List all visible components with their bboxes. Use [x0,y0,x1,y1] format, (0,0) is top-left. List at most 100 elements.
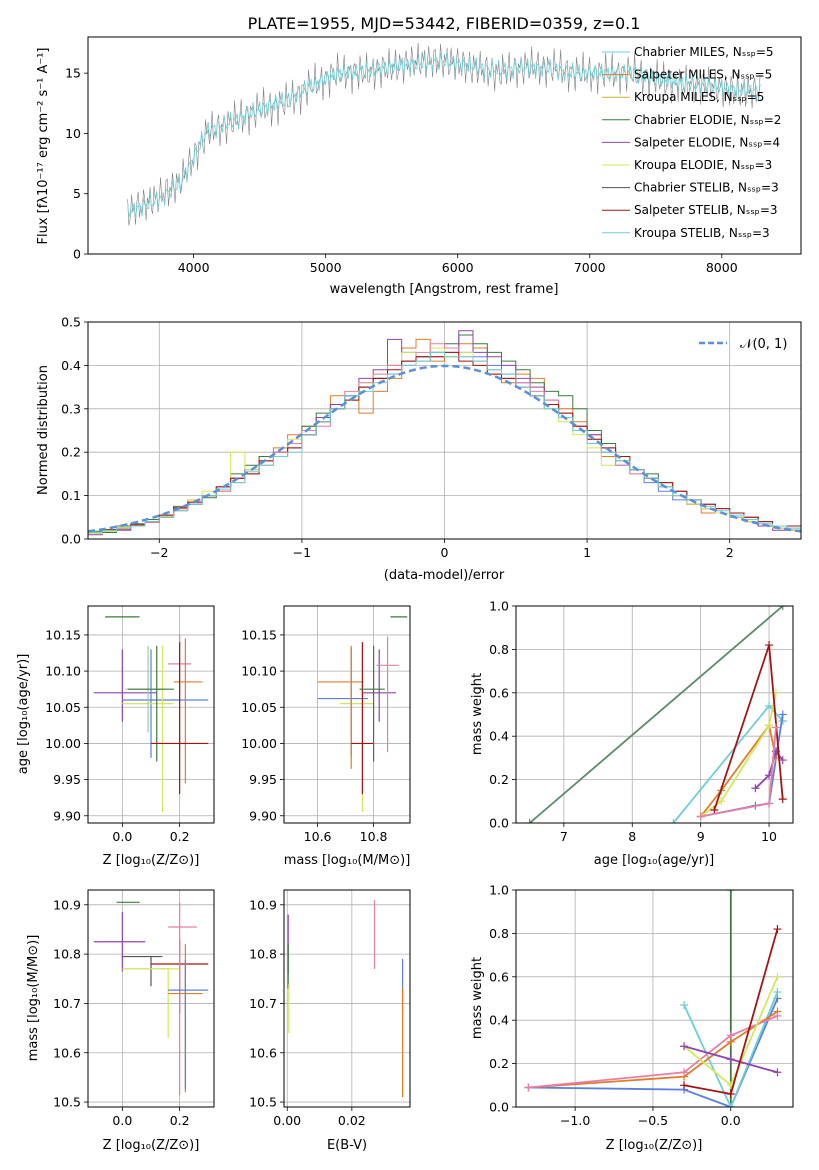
x-tick-label: 0.0 [721,1113,741,1128]
weight-marker [778,710,787,719]
spectrum-panel: PLATE=1955, MJD=53442, FIBERID=0359, z=0… [36,14,802,297]
weight-z-xlabel: Z [log₁₀(Z/Z⊙)] [606,1138,703,1153]
weight-marker [726,1103,735,1107]
legend-entry: Salpeter MILES, Nₛₛₚ=5 [634,68,772,82]
weight-series-line [700,692,777,818]
mass-z-x-ticks: 0.0 0.2 [112,1107,190,1128]
spectrum-plot-area [127,42,761,226]
y-tick-label: 10.10 [241,664,277,679]
mass-z-y-ticks: 10.5 10.6 10.7 10.8 10.9 [53,897,88,1110]
y-tick-label: 5 [73,186,81,201]
x-tick-label: 0.0 [112,1113,132,1128]
x-tick-label: 10.8 [360,829,388,844]
weight-vs-metallicity-panel: −1.0 −0.5 0.0 0.0 0.2 0.4 0.6 0.8 1.0 Z [log₁₀(… [470,883,794,1153]
y-tick-label: 0.0 [61,532,81,547]
weight-marker [773,987,782,996]
y-tick-label: 10.7 [53,996,81,1011]
spectrum-series-line [127,42,761,226]
mass-ebv-y-ticks: 10.5 10.6 10.7 10.8 10.9 [249,897,284,1110]
y-tick-label: 9.90 [53,808,81,823]
weight-marker [773,925,782,934]
spectrum-xlabel: wavelength [Angstrom, rest frame] [330,282,559,297]
histogram-plot-area [88,330,801,539]
weight-z-plot-area [524,890,782,1107]
y-tick-label: 10.10 [45,664,81,679]
y-tick-label: 10.8 [53,947,81,962]
x-tick-label: 10.6 [304,829,332,844]
normal-curve [88,364,801,533]
weight-marker [726,1055,735,1064]
legend-entry: Chabrier MILES, Nₛₛₚ=5 [634,45,774,59]
age-z-frame [87,605,215,824]
weight-series-line [672,704,784,823]
y-tick-label: 0.0 [489,1100,509,1115]
x-tick-label: 4000 [178,260,210,275]
mass-z-plot-area [93,901,209,1095]
spectrum-frame [87,36,802,255]
spectrum-series-line [127,51,761,220]
y-tick-label: 10.05 [241,700,277,715]
x-tick-label: 0.0 [112,829,132,844]
weight-series-line [699,723,777,818]
y-tick-label: 0.6 [489,685,509,700]
age-z-y-ticks: 9.90 9.95 10.00 10.05 10.10 10.15 [45,627,88,823]
age-mass-frame [283,605,411,824]
y-tick-label: 0.2 [489,772,509,787]
y-tick-label: 0.2 [489,1056,509,1071]
weight-marker [765,641,774,650]
y-tick-label: 0.5 [61,315,81,330]
legend-entry: Chabrier ELODIE, Nₛₛₚ=2 [634,113,781,127]
weight-age-y-ticks: 0.0 0.2 0.4 0.6 0.8 1.0 [489,599,516,831]
weight-marker [778,606,787,610]
x-tick-label: 7000 [574,260,606,275]
weight-z-y-ticks: 0.0 0.2 0.4 0.6 0.8 1.0 [489,883,516,1115]
weight-marker [773,1011,782,1020]
x-tick-label: 5000 [310,260,342,275]
weight-age-x-ticks: 7 8 9 10 [560,823,777,844]
weight-marker [773,972,782,981]
weight-age-ylabel: mass weight [470,673,485,755]
x-tick-label: 2 [726,545,734,560]
weight-marker [680,1068,689,1077]
x-tick-label: −1 [293,545,311,560]
age-mass-plot-area [317,616,408,813]
x-tick-label: 0.2 [170,1113,190,1128]
spectrum-title: PLATE=1955, MJD=53442, FIBERID=0359, z=0… [248,14,641,33]
y-tick-label: 9.95 [249,772,277,787]
mass-z-frame [87,889,215,1108]
mass-ebv-grid [284,890,410,1107]
mass-vs-extinction-panel: 0.00 0.02 10.5 10.6 10.7 10.8 10.9 E(B-V) [249,889,411,1153]
y-tick-label: 1.0 [489,599,509,614]
spectrum-y-ticks: 0 5 10 15 [65,66,88,262]
y-tick-label: 10.8 [249,947,277,962]
y-tick-label: 10.9 [53,897,81,912]
age-z-xlabel: Z [log₁₀(Z/Z⊙)] [103,853,200,868]
weight-marker [696,812,705,821]
x-tick-label: −0.5 [638,1113,668,1128]
y-tick-label: 10.6 [53,1045,81,1060]
histogram-ylabel: Normed distribution [36,365,51,495]
y-tick-label: 0.1 [61,488,81,503]
x-tick-label: 0 [441,545,449,560]
legend-entry: Salpeter ELODIE, Nₛₛₚ=4 [634,135,780,149]
y-tick-label: 10.15 [45,627,81,642]
weight-vs-age-panel: 7 8 9 10 0.0 0.2 0.4 0.6 0.8 1.0 age [log₁₀(age/… [470,599,794,868]
y-tick-label: 10.7 [249,996,277,1011]
histogram-x-ticks: −2 −1 0 1 2 [150,539,734,560]
x-tick-label: 1 [583,545,591,560]
weight-marker [669,819,678,823]
x-tick-label: 8 [628,829,636,844]
weight-age-plot-area [525,606,787,823]
legend-entry: Kroupa ELODIE, Nₛₛₚ=3 [634,158,772,172]
mass-ebv-xlabel: E(B-V) [327,1138,367,1153]
weight-marker [525,819,534,823]
weight-marker [771,723,780,732]
weight-marker [726,890,735,894]
weight-series-line [528,1015,778,1089]
mass-z-ylabel: mass [log₁₀(M/M⊙)] [26,935,41,1062]
weight-series-line [683,991,779,1107]
normal-legend-label: 𝒩(0, 1) [740,337,787,352]
y-tick-label: 9.95 [53,772,81,787]
age-z-x-ticks: 0.0 0.2 [112,823,190,844]
